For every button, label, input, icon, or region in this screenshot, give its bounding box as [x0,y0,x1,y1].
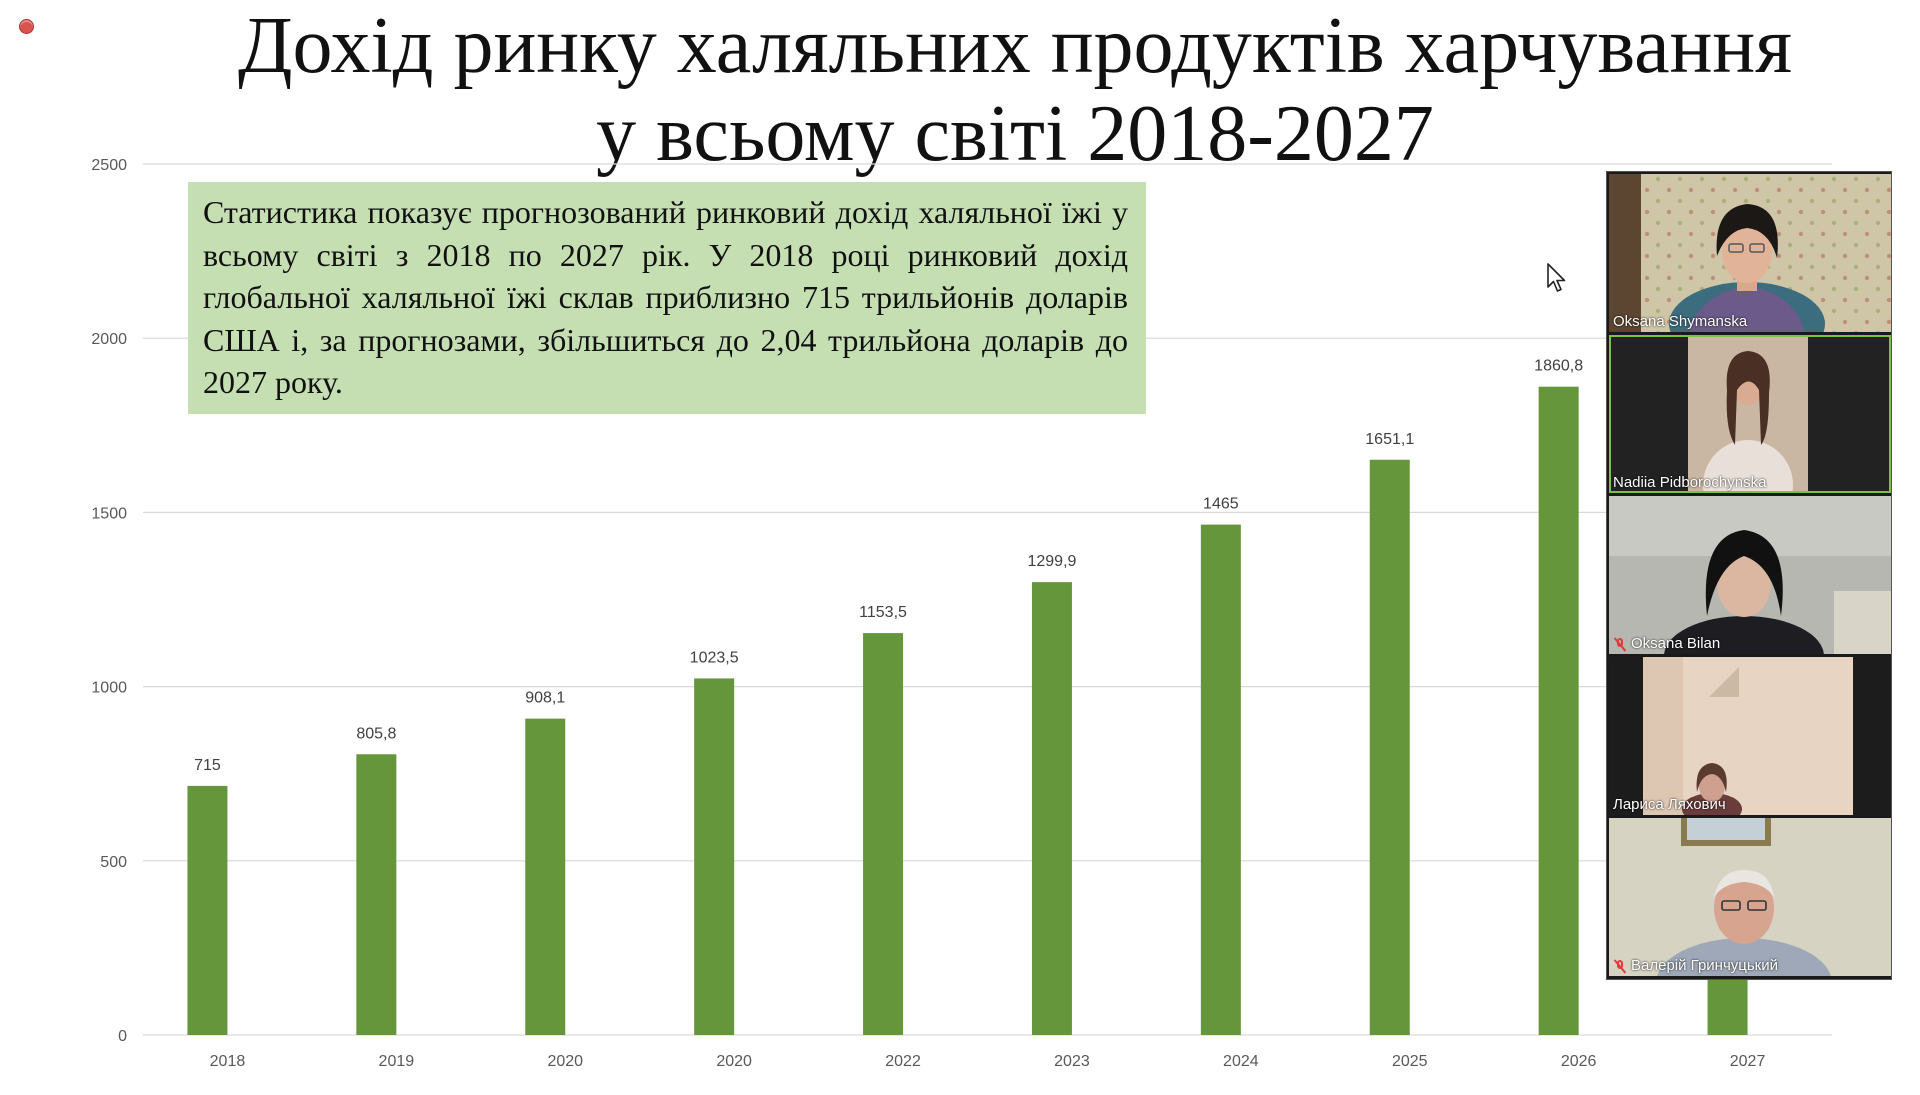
bar [694,678,735,1035]
participant-name: Oksana Shymanska [1613,313,1748,330]
participant-tile-active[interactable]: Nadiia Pidborochynska [1609,335,1891,493]
x-tick-label: 2020 [547,1053,583,1070]
bar [1538,386,1579,1035]
data-label: 908,1 [525,690,565,707]
recording-indicator-icon [19,19,34,34]
participant-video [1609,496,1891,654]
participant-tile[interactable]: Валерій Гринчуцький [1609,818,1891,976]
x-tick-label: 2027 [1730,1053,1766,1070]
x-tick-label: 2026 [1561,1053,1597,1070]
x-tick-label: 2025 [1392,1053,1428,1070]
participant-video [1609,335,1891,493]
x-tick-label: 2020 [716,1053,752,1070]
y-tick-label: 2500 [91,157,127,174]
x-tick-label: 2022 [885,1053,921,1070]
participant-name: Лариса Ляхович [1613,796,1726,813]
bar [1200,524,1241,1035]
participant-name: Oksana Bilan [1613,635,1720,652]
x-tick-label: 2018 [210,1053,246,1070]
bar [525,718,566,1035]
data-label: 1299,9 [1027,553,1076,570]
bar [1369,459,1410,1035]
x-tick-label: 2024 [1223,1053,1259,1070]
participant-tile[interactable]: Oksana Shymanska [1609,174,1891,332]
x-tick-label: 2019 [379,1053,415,1070]
participant-tile[interactable]: Лариса Ляхович [1609,657,1891,815]
participant-tile[interactable]: Oksana Bilan [1609,496,1891,654]
description-text: Статистика показує прогнозований ринкови… [203,194,1128,400]
x-tick-label: 2023 [1054,1053,1090,1070]
y-tick-label: 1500 [91,505,127,522]
participant-video [1609,657,1891,815]
data-label: 1465 [1203,496,1239,513]
participant-video [1609,818,1891,976]
mouse-cursor-icon [1547,263,1566,292]
data-label: 1153,5 [859,604,907,621]
bar [187,785,228,1035]
participant-video [1609,174,1891,332]
description-box: Статистика показує прогнозований ринкови… [188,182,1146,414]
y-tick-label: 1000 [91,680,127,697]
participant-name: Валерій Гринчуцький [1613,957,1778,974]
data-label: 715 [194,757,221,774]
y-tick-label: 0 [118,1028,127,1045]
video-participants-panel: Oksana Shymanska Nadiia Pidborochynska O… [1606,171,1892,980]
muted-mic-icon [1613,959,1627,973]
data-label: 1860,8 [1534,358,1583,375]
bar [863,633,904,1035]
bar [1031,582,1072,1035]
data-label: 1651,1 [1365,431,1414,448]
data-label: 1023,5 [690,649,739,666]
data-label: 805,8 [356,725,396,742]
participant-name: Nadiia Pidborochynska [1613,474,1767,491]
slide-title: Дохід ринку халяльних продуктів харчуван… [237,2,1793,178]
y-tick-label: 500 [100,854,127,871]
bar [356,754,397,1035]
muted-mic-icon [1613,637,1627,651]
y-tick-label: 2000 [91,331,127,348]
